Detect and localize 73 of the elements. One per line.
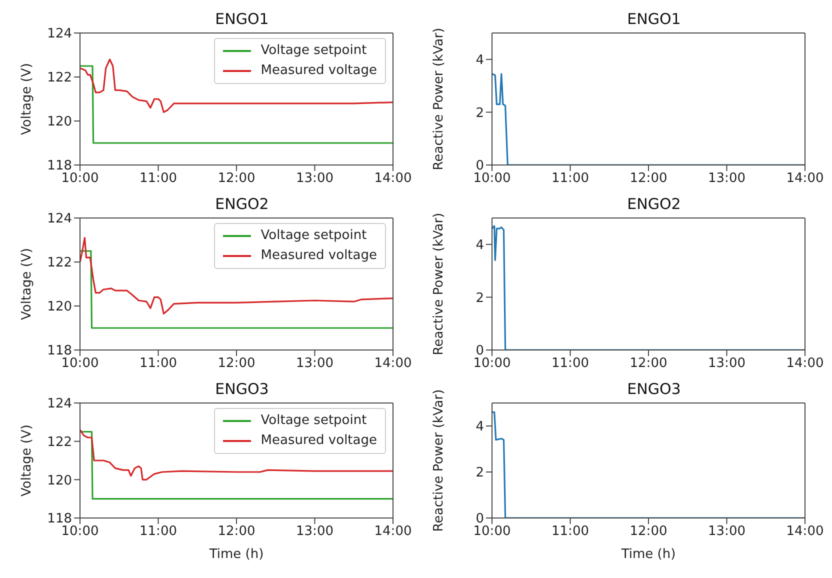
y-tick-label: 4 bbox=[476, 53, 484, 68]
x-tick-label: 12:00 bbox=[218, 524, 256, 540]
x-tick-label: 11:00 bbox=[552, 171, 589, 186]
x-tick-label: 12:00 bbox=[218, 171, 256, 186]
legend-label: Voltage setpoint bbox=[260, 412, 367, 430]
x-tick-label: 12:00 bbox=[630, 524, 668, 540]
x-tick-label: 11:00 bbox=[552, 524, 589, 540]
x-tick-label: 13:00 bbox=[708, 171, 746, 186]
y-tick-label: 2 bbox=[476, 466, 484, 481]
legend-label: Voltage setpoint bbox=[260, 42, 367, 60]
chart-title: ENGO1 bbox=[626, 10, 682, 28]
chart-title: ENGO3 bbox=[626, 380, 682, 398]
x-tick-label: 10:00 bbox=[61, 524, 99, 540]
x-tick-label: 12:00 bbox=[630, 356, 668, 372]
y-tick-label: 0 bbox=[476, 512, 484, 527]
x-tick-label: 11:00 bbox=[140, 524, 177, 540]
y-tick-label: 120 bbox=[47, 114, 72, 130]
x-tick-label: 14:00 bbox=[786, 356, 824, 372]
y-tick-label: 122 bbox=[47, 256, 72, 271]
x-tick-label: 14:00 bbox=[786, 524, 824, 540]
legend-label: Measured voltage bbox=[260, 432, 377, 450]
x-tick-label: 10:00 bbox=[61, 171, 99, 186]
y-tick-label: 124 bbox=[47, 396, 72, 412]
x-tick-label: 14:00 bbox=[374, 356, 412, 372]
y-tick-label: 2 bbox=[476, 106, 484, 121]
y-tick-label: 122 bbox=[47, 70, 72, 86]
y-tick-label: 2 bbox=[476, 290, 484, 306]
line-series bbox=[80, 58, 393, 113]
x-tick-label: 13:00 bbox=[708, 356, 746, 372]
y-tick-label: 118 bbox=[47, 344, 72, 359]
y-tick-label: 4 bbox=[476, 238, 484, 254]
y-axis-title: Reactive Power (kVar) bbox=[432, 28, 447, 170]
chart-title: ENGO2 bbox=[214, 195, 270, 213]
line-series bbox=[80, 429, 393, 480]
x-tick-label: 13:00 bbox=[708, 524, 746, 540]
y-tick-label: 0 bbox=[476, 344, 484, 359]
y-axis-title: Reactive Power (kVar) bbox=[432, 212, 447, 356]
chart-title: ENGO3 bbox=[214, 380, 270, 398]
x-tick-label: 14:00 bbox=[374, 524, 412, 540]
legend-label: Measured voltage bbox=[260, 247, 377, 265]
y-tick-label: 122 bbox=[47, 434, 72, 450]
x-tick-label: 10:00 bbox=[473, 171, 511, 186]
y-tick-label: 4 bbox=[476, 420, 484, 435]
x-tick-label: 10:00 bbox=[473, 356, 511, 372]
chart-title: ENGO2 bbox=[626, 195, 682, 213]
x-tick-label: 13:00 bbox=[296, 356, 334, 372]
x-tick-label: 12:00 bbox=[630, 171, 668, 186]
y-tick-label: 120 bbox=[47, 473, 72, 488]
x-axis-title: Time (h) bbox=[620, 547, 676, 562]
chart-title: ENGO1 bbox=[214, 10, 270, 28]
x-tick-label: 14:00 bbox=[786, 171, 824, 186]
x-tick-label: 11:00 bbox=[552, 356, 589, 372]
x-tick-label: 10:00 bbox=[61, 356, 99, 372]
y-tick-label: 0 bbox=[476, 158, 484, 174]
y-tick-label: 124 bbox=[47, 212, 72, 227]
x-tick-label: 12:00 bbox=[218, 356, 256, 372]
legend-label: Measured voltage bbox=[260, 62, 377, 80]
y-axis-title: Voltage (V) bbox=[20, 63, 35, 135]
y-axis-title: Voltage (V) bbox=[20, 248, 35, 320]
legend-label: Voltage setpoint bbox=[260, 227, 367, 245]
x-tick-label: 11:00 bbox=[140, 171, 177, 186]
y-tick-label: 118 bbox=[47, 158, 72, 174]
x-tick-label: 14:00 bbox=[374, 171, 412, 186]
x-axis-title: Time (h) bbox=[208, 547, 264, 562]
x-tick-label: 11:00 bbox=[140, 356, 177, 372]
x-tick-label: 10:00 bbox=[473, 524, 511, 540]
y-tick-label: 124 bbox=[47, 26, 72, 42]
y-axis-title: Reactive Power (kVar) bbox=[432, 389, 447, 532]
x-tick-label: 13:00 bbox=[296, 524, 334, 540]
x-tick-label: 13:00 bbox=[296, 171, 334, 186]
y-axis-title: Voltage (V) bbox=[20, 424, 35, 496]
y-tick-label: 120 bbox=[47, 300, 72, 315]
y-tick-label: 118 bbox=[47, 512, 72, 527]
